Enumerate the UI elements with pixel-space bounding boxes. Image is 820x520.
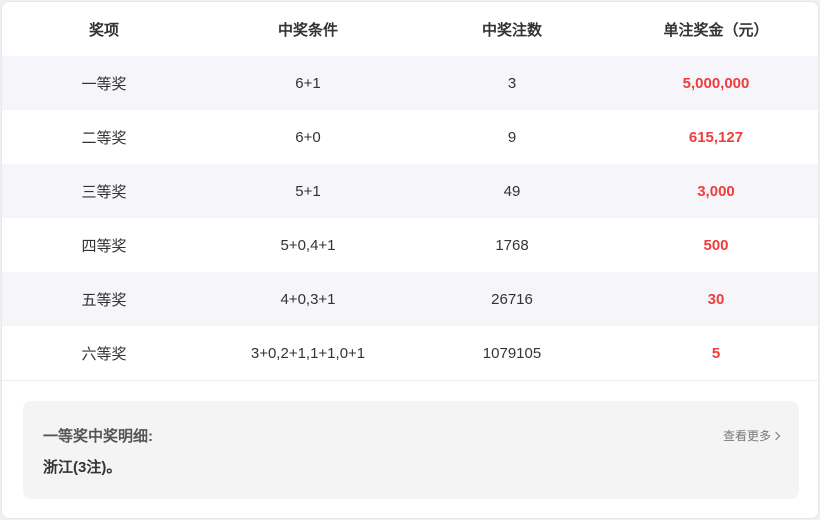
table-header: 奖项 中奖条件 中奖注数 单注奖金（元） — [2, 2, 818, 56]
cell-prize: 一等奖 — [2, 56, 206, 110]
detail-panel: 一等奖中奖明细: 浙江(3注)。 查看更多 — [23, 401, 799, 499]
cell-amount: 5,000,000 — [614, 56, 818, 110]
header-prize: 奖项 — [88, 21, 119, 39]
cell-prize: 四等奖 — [81, 237, 127, 255]
cell-condition: 3+0,2+1,1+1,0+1 — [206, 326, 410, 381]
view-more-link[interactable]: 查看更多 — [722, 427, 781, 444]
table-row: 三等奖 5+1 49 3,000 — [2, 164, 818, 218]
cell-condition: 5+0,4+1 — [280, 236, 336, 254]
view-more-label: 查看更多 — [722, 429, 771, 443]
cell-condition: 6+0 — [295, 128, 321, 146]
table-row: 四等奖 5+0,4+1 1768 500 — [2, 218, 818, 272]
table-row: 五等奖 4+0,3+1 26716 30 — [2, 272, 818, 326]
table-row: 六等奖 3+0,2+1,1+1,0+1 1079105 5 — [2, 326, 818, 381]
header-amount: 单注奖金（元） — [663, 21, 769, 39]
cell-amount: 615,127 — [688, 128, 744, 146]
cell-prize: 六等奖 — [2, 326, 206, 381]
cell-count: 1768 — [495, 236, 529, 254]
cell-count: 9 — [507, 128, 517, 146]
cell-prize: 二等奖 — [81, 129, 127, 147]
cell-amount: 3,000 — [614, 164, 818, 218]
detail-title: 一等奖中奖明细: — [43, 428, 153, 445]
cell-count: 1079105 — [410, 326, 614, 381]
prize-table: 奖项 中奖条件 中奖注数 单注奖金（元） 一等奖 6+1 3 5,000,000 二等奖… — [2, 2, 818, 381]
cell-condition: 4+0,3+1 — [206, 272, 410, 326]
cell-condition: 6+1 — [206, 56, 410, 110]
cell-prize: 三等奖 — [2, 164, 206, 218]
cell-amount: 30 — [614, 272, 818, 326]
header-condition: 中奖条件 — [277, 21, 338, 39]
cell-count: 3 — [410, 56, 614, 110]
header-count: 中奖注数 — [481, 21, 542, 39]
chevron-right-icon — [771, 431, 781, 441]
cell-amount: 500 — [703, 236, 729, 254]
cell-prize: 五等奖 — [2, 272, 206, 326]
cell-amount: 5 — [614, 326, 818, 381]
cell-count: 49 — [410, 164, 614, 218]
detail-body: 浙江(3注)。 — [43, 459, 122, 476]
table-row: 二等奖 6+0 9 615,127 — [2, 110, 818, 164]
cell-count: 26716 — [410, 272, 614, 326]
cell-condition: 5+1 — [206, 164, 410, 218]
table-row: 一等奖 6+1 3 5,000,000 — [2, 56, 818, 110]
